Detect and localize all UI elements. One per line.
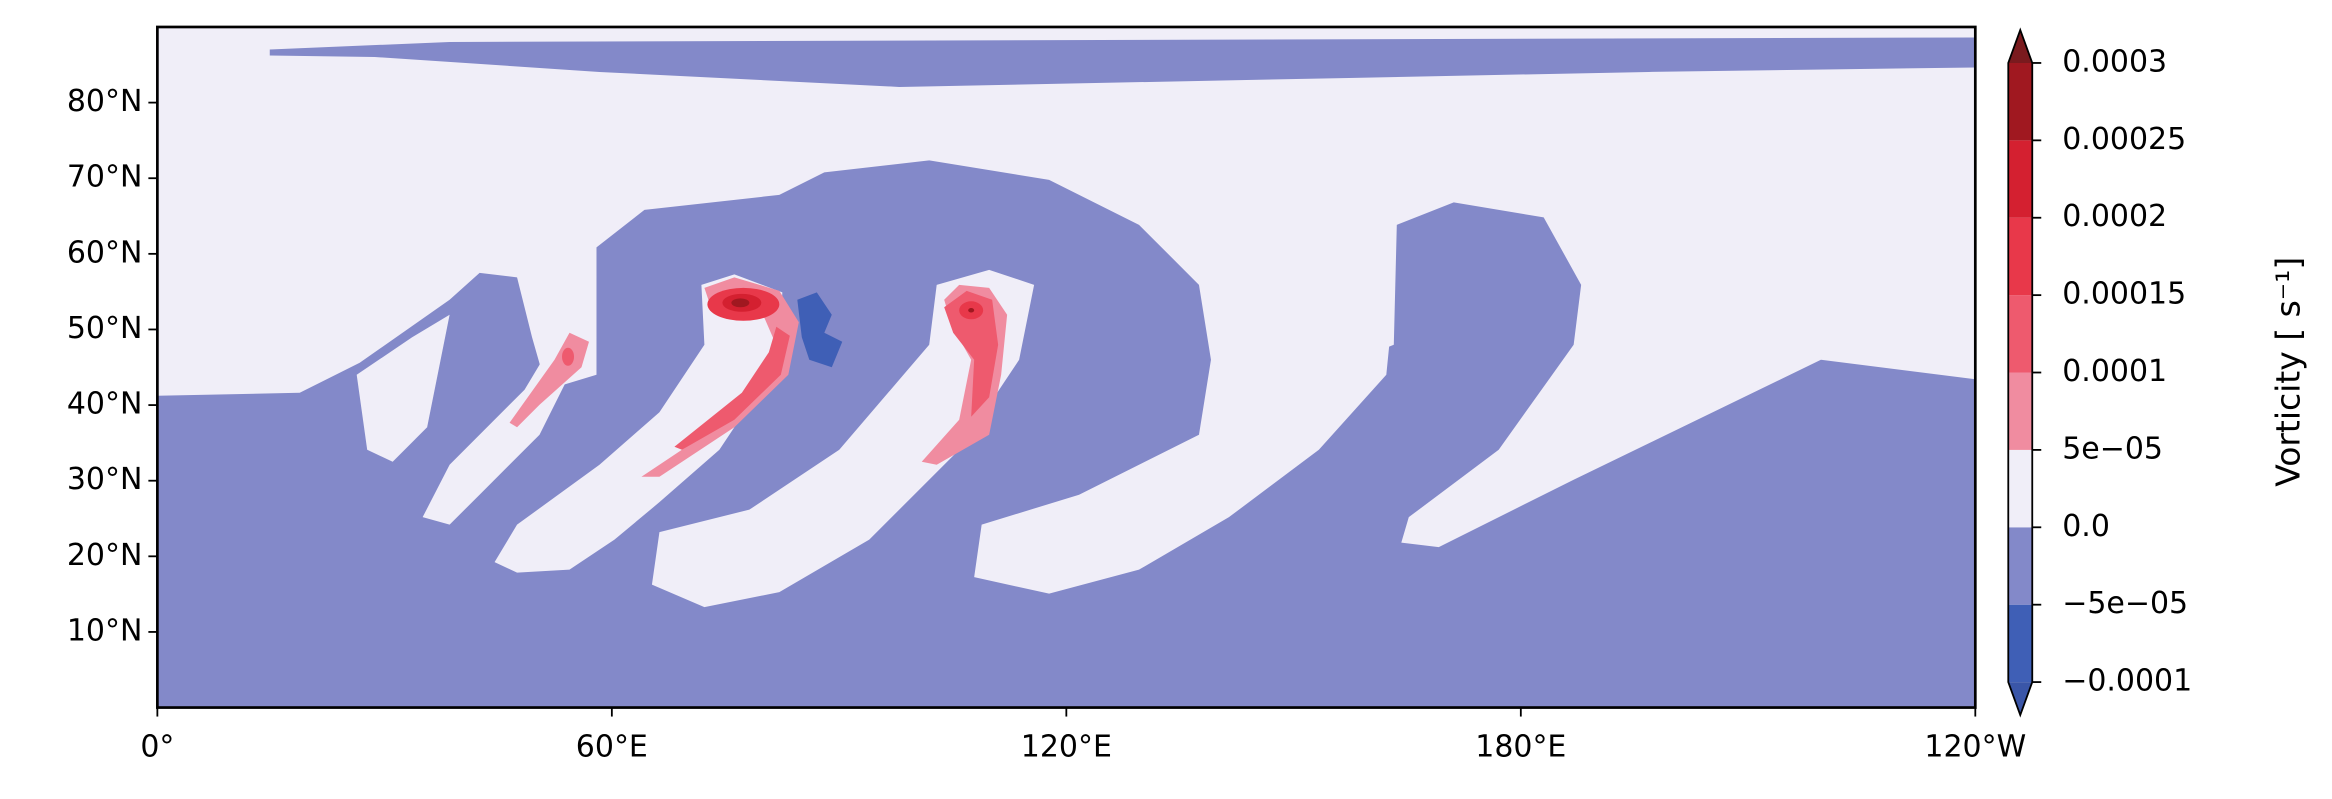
- colorbar-band: [2008, 140, 2033, 218]
- y-tick-label: 30°N: [67, 462, 143, 497]
- colorbar-tick-label: −5e−05: [2062, 586, 2188, 621]
- negative-region: [269, 37, 1976, 87]
- colorbar-band: [2008, 604, 2033, 683]
- y-tick-label: 10°N: [67, 613, 143, 648]
- colorbar-tick-label: 0.00015: [2062, 277, 2186, 312]
- negative-vortex: [797, 292, 843, 368]
- contour-field: [157, 26, 1976, 708]
- y-tick-label: 40°N: [67, 387, 143, 422]
- y-tick-label: 80°N: [67, 84, 143, 119]
- y-tick-label: 20°N: [67, 538, 143, 573]
- vortex: [562, 347, 575, 366]
- colorbar-band: [2008, 449, 2033, 528]
- vortex: [674, 326, 790, 450]
- colorbar-band: [2008, 527, 2033, 605]
- colorbar-band: [2008, 295, 2033, 373]
- x-tick-label: 180°E: [1475, 730, 1566, 765]
- positive-finger: [651, 269, 1035, 608]
- colorbar-tick-label: 0.0: [2062, 509, 2110, 544]
- colorbar-band: [2008, 372, 2033, 450]
- colorbar-tick-label: 0.0003: [2062, 44, 2167, 79]
- colorbar-extend-high: [2008, 29, 2033, 63]
- colorbar-tick-label: 0.0002: [2062, 199, 2167, 234]
- positive-finger: [356, 314, 450, 462]
- y-tick-label: 50°N: [67, 311, 143, 346]
- colorbar-tick-label: −0.0001: [2062, 664, 2192, 699]
- colorbar-label: Vorticity [ s⁻¹]: [2269, 257, 2308, 487]
- vortex: [968, 308, 975, 313]
- positive-finger: [974, 239, 1394, 594]
- colorbar-tick-label: 5e−05: [2062, 431, 2163, 466]
- vortex: [731, 298, 750, 308]
- colorbar-tick-label: 0.00025: [2062, 122, 2186, 157]
- y-tick-label: 70°N: [67, 160, 143, 195]
- x-tick-label: 0°: [140, 730, 174, 765]
- colorbar-tick-label: 0.0001: [2062, 354, 2167, 389]
- y-tick-label: 60°N: [67, 235, 143, 270]
- colorbar-band: [2008, 62, 2033, 141]
- x-tick-label: 120°W: [1924, 730, 2026, 765]
- x-tick-label: 60°E: [576, 730, 648, 765]
- vortex: [944, 290, 999, 417]
- colorbar-band: [2008, 217, 2033, 296]
- colorbar-extend-low: [2008, 682, 2033, 716]
- negative-region: [157, 160, 1976, 708]
- positive-finger: [494, 274, 783, 573]
- x-tick-label: 120°E: [1021, 730, 1112, 765]
